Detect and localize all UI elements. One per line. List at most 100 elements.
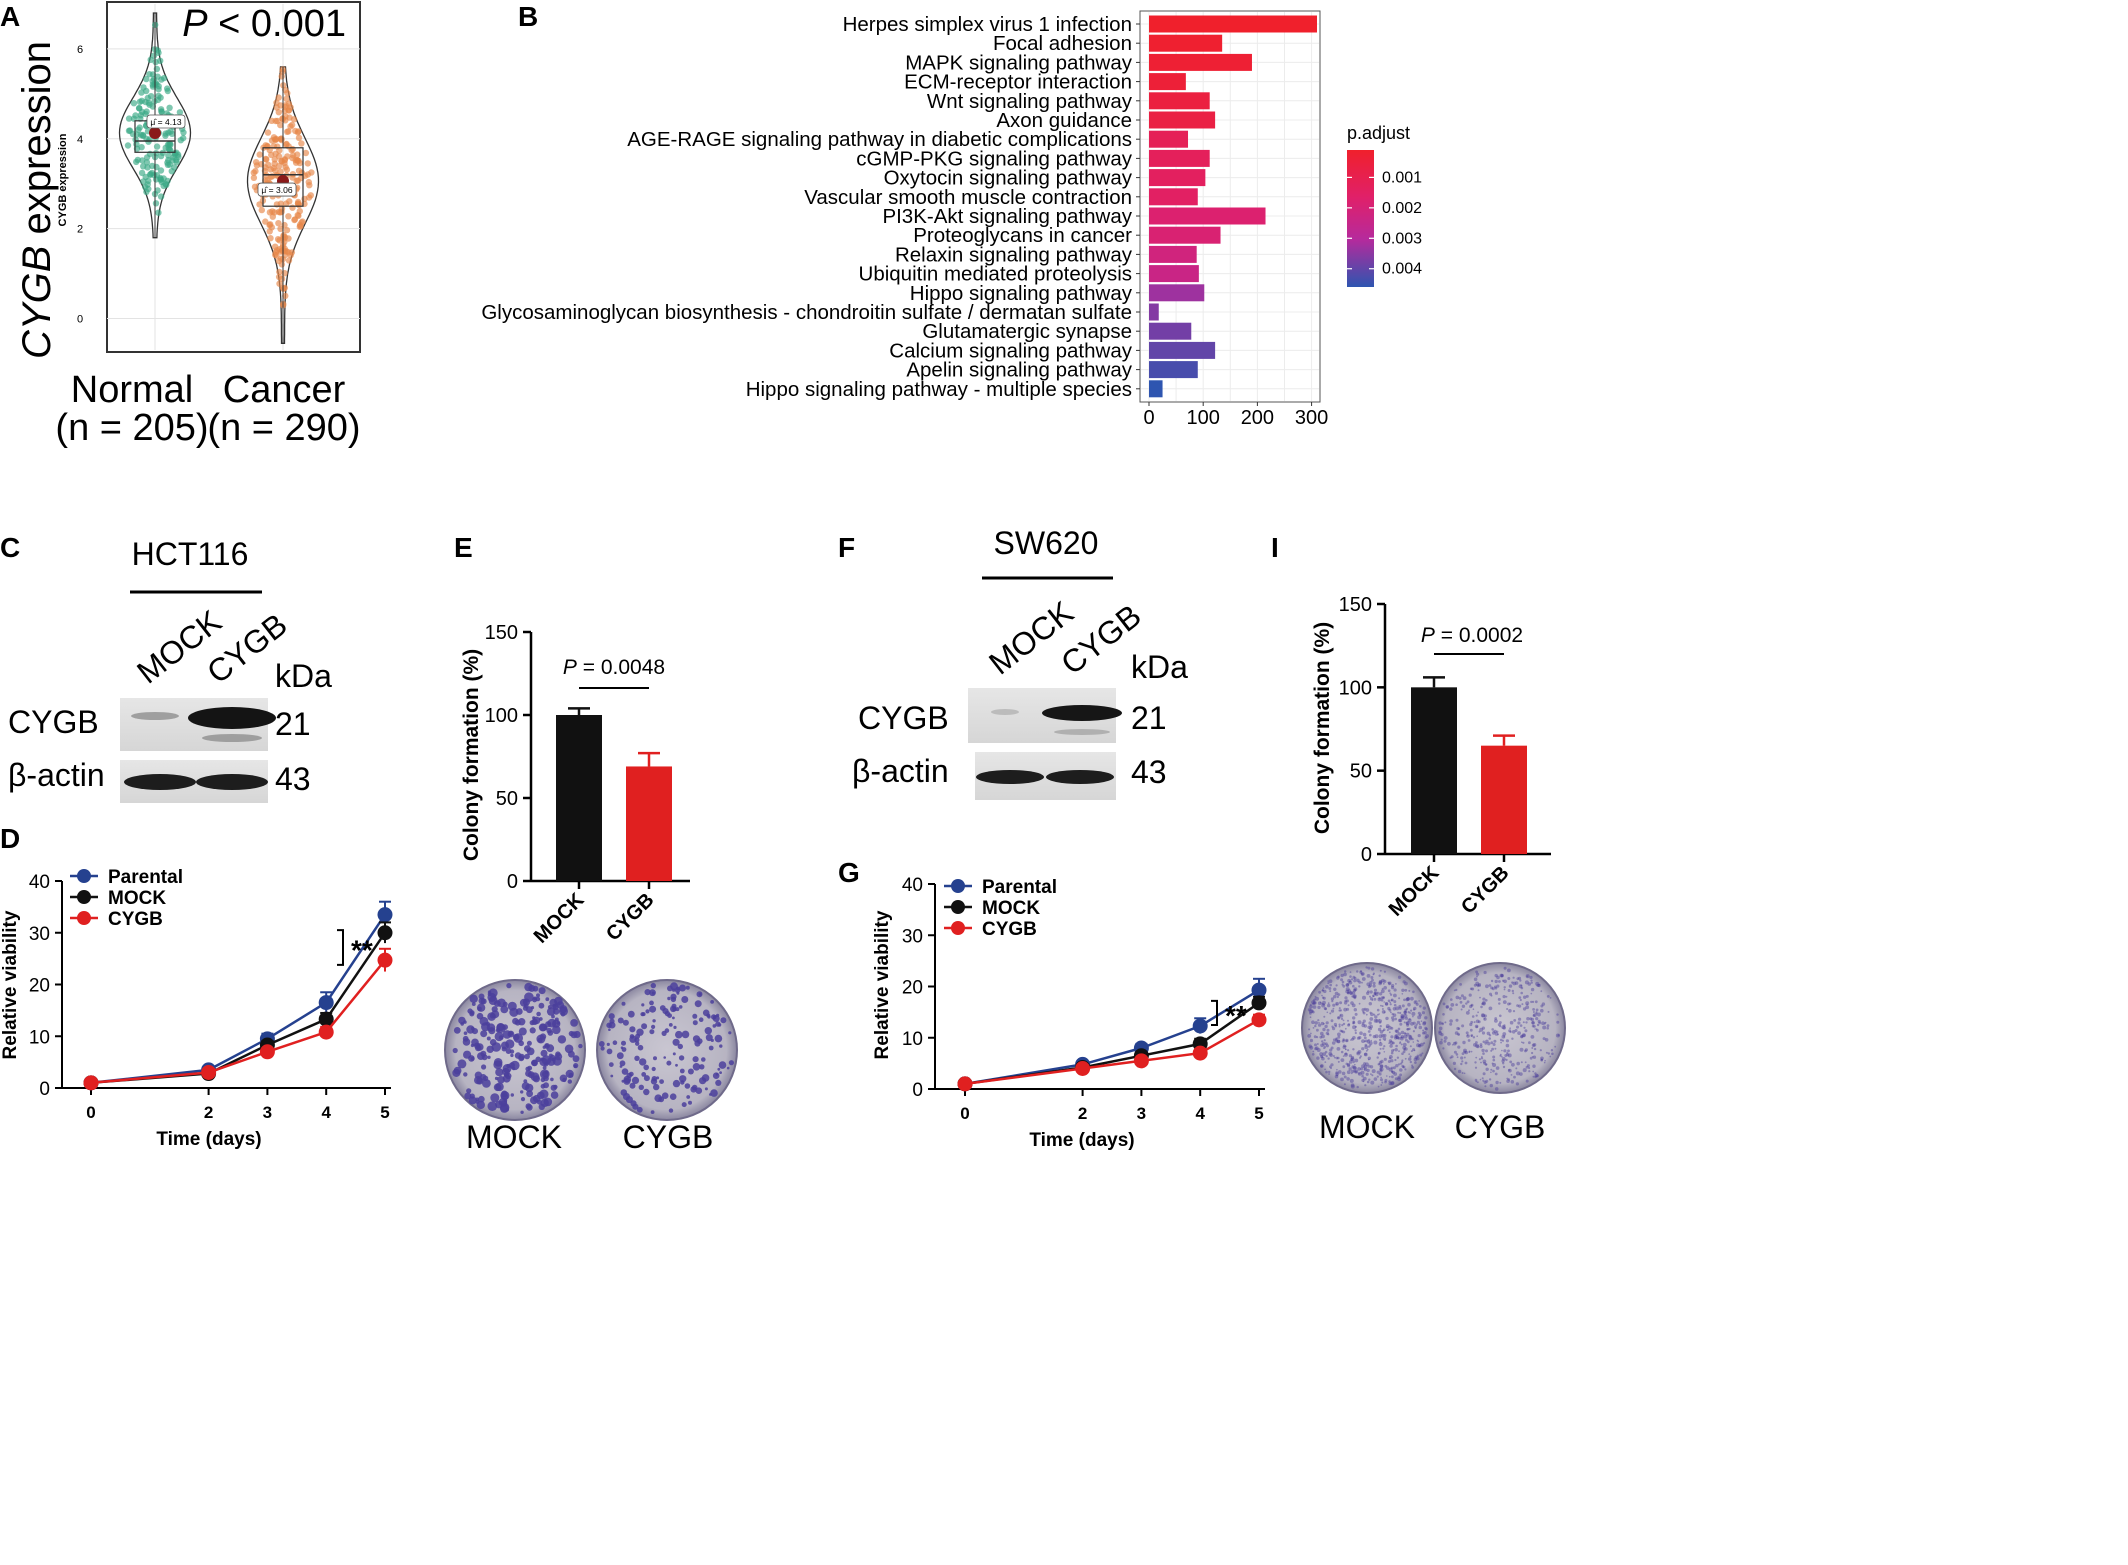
- plate-colony: [1549, 997, 1552, 999]
- plate-colony: [1347, 1004, 1350, 1007]
- plate-colony: [1384, 1078, 1388, 1082]
- plate-colony: [1555, 1033, 1560, 1038]
- plate-colony: [1469, 1028, 1473, 1032]
- plate-colony: [1460, 1008, 1463, 1011]
- panel-d-legend-marker: [77, 890, 91, 904]
- plate-colony: [1534, 1000, 1538, 1004]
- plate-colony: [1497, 1023, 1501, 1027]
- plate-colony: [650, 982, 656, 989]
- plate-colony: [1499, 973, 1504, 978]
- plate-colony: [1387, 999, 1391, 1003]
- plate-colony: [1359, 1031, 1363, 1035]
- plate-colony: [1335, 1072, 1339, 1076]
- plate-colony: [1405, 1021, 1409, 1025]
- plate-colony: [1404, 1057, 1407, 1060]
- panel-f-size-cygb: 21: [1131, 700, 1167, 736]
- plate-colony: [1439, 1040, 1443, 1045]
- plate-colony: [1402, 1045, 1407, 1050]
- plate-colony: [1327, 982, 1330, 985]
- panel-a-point-normal: [143, 75, 150, 83]
- plate-colony: [1352, 984, 1355, 988]
- plate-colony: [666, 1060, 672, 1066]
- plate-colony: [636, 1106, 643, 1113]
- plate-colony: [1342, 1019, 1345, 1022]
- plate-colony: [469, 1010, 475, 1016]
- plate-colony: [1462, 1040, 1466, 1045]
- plate-colony: [1362, 1032, 1367, 1037]
- plate-colony: [713, 1015, 717, 1019]
- plate-colony: [1405, 1007, 1408, 1011]
- plate-colony: [550, 1077, 554, 1082]
- plate-colony: [538, 1002, 545, 1009]
- panel-f: F SW620 MOCK CYGB kDa CYGB β-actin 21 43: [838, 525, 1188, 800]
- plate-colony: [1369, 1011, 1372, 1014]
- plate-colony: [1350, 1083, 1355, 1088]
- plate-colony: [1489, 992, 1492, 996]
- plate-colony: [1461, 1060, 1464, 1063]
- plate-colony: [1345, 983, 1350, 987]
- plate-colony: [1365, 1039, 1368, 1043]
- plate-dish: [1301, 962, 1433, 1094]
- panel-g-point-cygb: [1192, 1045, 1208, 1061]
- plate-colony: [1509, 1020, 1514, 1025]
- panel-i-bar-mock: [1411, 687, 1457, 854]
- panel-b-category-label: Apelin signaling pathway: [906, 359, 1132, 382]
- plate-colony: [529, 1027, 536, 1034]
- plate-colony: [1444, 1021, 1447, 1024]
- plate-colony: [1519, 979, 1522, 982]
- plate-colony: [1364, 1084, 1367, 1087]
- plate-colony: [1366, 982, 1371, 987]
- plate-colony: [1477, 1020, 1481, 1024]
- plate-colony: [1534, 1028, 1536, 1030]
- panel-e-x-tick-label: MOCK: [530, 889, 589, 948]
- plate-colony: [1380, 989, 1385, 994]
- plate-colony: [1338, 1009, 1341, 1012]
- plate-colony: [623, 1077, 631, 1085]
- plate-colony: [1338, 1007, 1341, 1010]
- plate-colony: [1510, 1080, 1515, 1084]
- panel-a-point-cancer: [262, 177, 269, 184]
- plate-colony: [1388, 1081, 1393, 1086]
- plate-colony: [1361, 1021, 1365, 1025]
- plate-colony: [1372, 984, 1376, 988]
- plate-colony: [1349, 1078, 1354, 1083]
- panel-a-point-cancer: [290, 116, 298, 123]
- plate-colony: [507, 1030, 515, 1038]
- plate-colony: [1412, 1041, 1415, 1043]
- plate-colony: [1381, 1008, 1384, 1010]
- plate-colony: [692, 1020, 698, 1026]
- plate-colony: [667, 996, 671, 1001]
- plate-colony: [1325, 985, 1329, 989]
- plate-colony: [474, 1042, 481, 1049]
- plate-colony: [675, 1030, 683, 1039]
- plate-colony: [1379, 1041, 1382, 1044]
- plate-colony: [629, 1082, 636, 1089]
- plate-colony: [1494, 1017, 1498, 1020]
- plate-colony: [1482, 1052, 1485, 1055]
- plate-colony: [1540, 990, 1543, 993]
- panel-a-point-cancer: [280, 231, 287, 239]
- plate-colony: [1403, 1010, 1407, 1015]
- plate-colony: [481, 1064, 487, 1070]
- plate-colony: [1479, 1078, 1482, 1081]
- plate-colony: [1309, 1003, 1312, 1006]
- plate-colony: [1374, 1015, 1378, 1019]
- plate-colony: [1470, 1035, 1473, 1037]
- plate-colony: [1367, 985, 1371, 989]
- plate-colony: [1481, 1077, 1484, 1080]
- plate-colony: [1392, 1013, 1397, 1017]
- plate-colony: [1499, 1053, 1502, 1056]
- panel-b-x-tick-label: 300: [1295, 407, 1328, 429]
- plate-colony: [1328, 1070, 1331, 1074]
- plate-colony: [1398, 1050, 1400, 1053]
- plate-colony: [1492, 1043, 1496, 1046]
- plate-colony: [1494, 986, 1498, 990]
- panel-d-point-cygb: [83, 1075, 99, 1091]
- plate-colony: [1391, 1075, 1394, 1079]
- plate-colony: [546, 1007, 556, 1016]
- plate-colony: [1503, 966, 1507, 970]
- plate-colony: [1324, 1007, 1327, 1011]
- plate-colony: [1379, 1064, 1384, 1068]
